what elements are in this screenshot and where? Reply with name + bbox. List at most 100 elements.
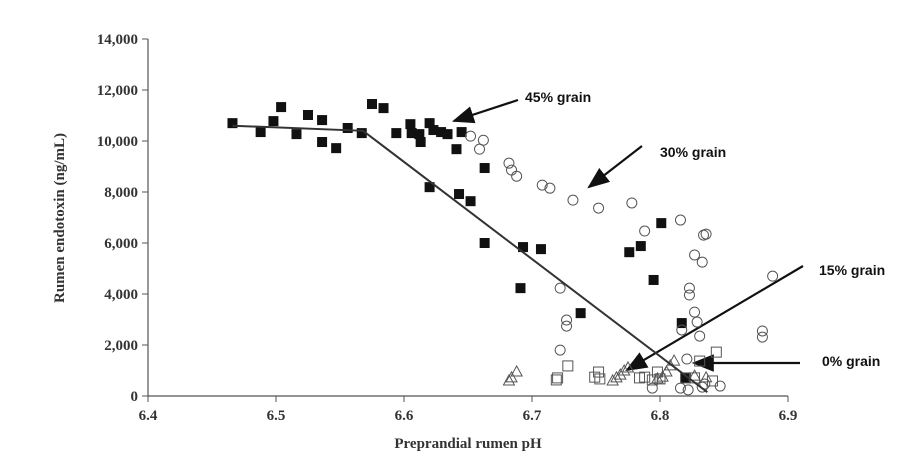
point (674, 214, 686, 226)
point (651, 371, 664, 384)
point (276, 102, 287, 113)
point (515, 283, 526, 294)
point (506, 164, 518, 176)
point (639, 371, 651, 383)
point (505, 370, 518, 383)
point (688, 369, 701, 381)
point (227, 118, 238, 129)
point (561, 320, 573, 332)
point (414, 129, 425, 140)
point (503, 157, 515, 169)
point (465, 196, 476, 207)
point (667, 354, 681, 366)
point (756, 325, 768, 337)
point (303, 109, 313, 120)
point (575, 308, 586, 319)
point (613, 368, 627, 380)
point (424, 182, 435, 193)
point (682, 384, 694, 396)
point (454, 189, 465, 200)
point (656, 218, 667, 229)
point (442, 129, 453, 140)
y-tick-label: 8,000 (104, 185, 138, 201)
point (424, 118, 435, 129)
point (767, 270, 779, 282)
point (694, 330, 706, 342)
point (689, 306, 701, 318)
y-tick-label: 2,000 (104, 338, 138, 354)
x-axis-title: Preprandial rumen pH (394, 436, 542, 452)
point (550, 374, 562, 386)
point (536, 179, 548, 191)
point (683, 282, 695, 294)
point (356, 128, 367, 139)
point (291, 129, 302, 140)
point (451, 144, 462, 155)
point (406, 128, 417, 139)
point (502, 373, 516, 386)
point (660, 364, 673, 377)
point (552, 372, 564, 384)
point (510, 364, 523, 377)
point (639, 225, 651, 237)
point (436, 127, 447, 138)
annotation: 45% grain (525, 89, 591, 105)
y-tick-label: 4,000 (104, 287, 138, 303)
point (562, 360, 574, 372)
point (554, 344, 566, 356)
annotation-arrows (451, 98, 804, 372)
point (477, 134, 489, 146)
y-tick-label: 6,000 (104, 236, 138, 252)
point (617, 363, 631, 376)
x-tick-label: 6.4 (139, 408, 158, 424)
point (511, 170, 523, 182)
fit-line (232, 124, 708, 393)
point (544, 182, 556, 194)
point (593, 202, 605, 214)
point (706, 375, 718, 387)
point (456, 127, 467, 138)
y-tick-label: 14,000 (97, 32, 138, 48)
point (561, 314, 573, 326)
point (699, 370, 713, 383)
point (621, 360, 635, 373)
x-tick-label: 6.9 (779, 408, 798, 424)
point (479, 238, 490, 248)
point (648, 274, 659, 285)
point (317, 137, 328, 148)
arrow (451, 98, 519, 124)
point (268, 116, 279, 127)
point (405, 119, 416, 130)
y-tick-label: 12,000 (97, 83, 138, 99)
point (626, 197, 638, 209)
point (255, 127, 266, 138)
point (554, 282, 566, 294)
point (606, 373, 619, 386)
point (691, 316, 703, 328)
annotation: 15% grain (819, 262, 885, 278)
y-axis-title: Rumen endotoxin (ng/mL) (52, 133, 68, 303)
point (428, 125, 439, 136)
point (465, 130, 477, 142)
point (415, 137, 426, 148)
x-tick-label: 6.7 (523, 408, 542, 424)
point (654, 373, 666, 385)
point (698, 229, 710, 241)
point (689, 249, 701, 261)
point (593, 366, 605, 378)
point (635, 241, 646, 252)
point (535, 244, 546, 255)
x-tick-label: 6.6 (395, 408, 414, 424)
point (676, 318, 687, 329)
annotation: 30% grain (660, 144, 726, 160)
point (696, 256, 708, 268)
point (624, 247, 635, 258)
point (567, 194, 579, 206)
y-tick-label: 0 (131, 389, 139, 405)
point (681, 353, 693, 365)
point (683, 289, 695, 301)
point (391, 128, 402, 139)
x-tick-label: 6.8 (651, 408, 670, 424)
point (594, 373, 606, 385)
point (342, 122, 353, 133)
